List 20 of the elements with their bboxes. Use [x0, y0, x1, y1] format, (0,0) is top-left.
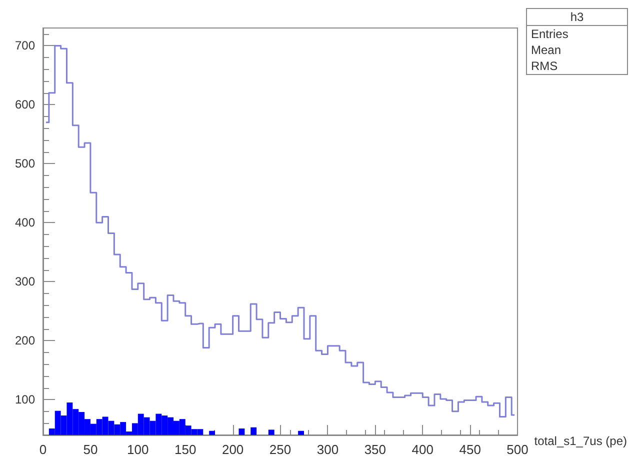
x-tick-label: 50	[83, 442, 98, 457]
y-tick-label: 100	[14, 392, 36, 407]
y-tick-label: 500	[14, 156, 36, 171]
x-tick-label: 400	[412, 442, 434, 457]
x-tick-label: 350	[364, 442, 386, 457]
x-tick-label: 250	[269, 442, 292, 457]
x-tick-label: 500	[506, 442, 528, 457]
x-tick-label: 150	[174, 442, 196, 457]
x-tick-label: 0	[39, 442, 47, 457]
y-tick-label: 700	[14, 38, 36, 53]
y-tick-label: 600	[14, 98, 36, 112]
y-tick-label: 400	[14, 216, 36, 230]
stats-box: h3 Entries Mean RMS	[526, 8, 628, 75]
x-tick-label: 200	[222, 442, 244, 457]
x-tick-label: 100	[127, 442, 149, 457]
x-tick-label: 450	[459, 442, 481, 457]
y-tick-label: 300	[14, 274, 36, 289]
x-axis-title: total_s1_7us (pe)	[534, 434, 627, 448]
y-tick-label: 200	[14, 334, 36, 348]
x-tick-label: 300	[316, 442, 339, 457]
